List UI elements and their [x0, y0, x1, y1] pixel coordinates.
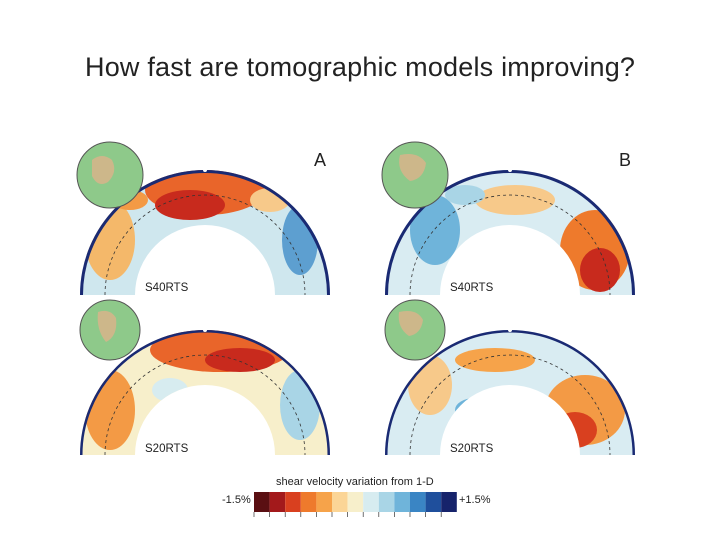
cross-section-figure	[76, 141, 330, 296]
cross-section-figure	[384, 299, 635, 456]
colorbar-swatch	[425, 492, 442, 512]
cross-section-figure	[79, 299, 330, 456]
colorbar-swatch	[394, 492, 410, 512]
colorbar-swatch	[316, 492, 332, 512]
tomography-panel-b-bottom: S20RTS	[375, 290, 645, 465]
colorbar-swatch	[254, 492, 270, 512]
colorbar-swatch	[269, 492, 286, 512]
model-label: S40RTS	[450, 282, 494, 294]
colorbar-swatch	[378, 492, 395, 512]
colorbar-swatch	[332, 492, 348, 512]
colorbar-title: shear velocity variation from 1-D	[276, 476, 434, 488]
colorbar-swatch	[363, 492, 379, 512]
colorbar-swatch	[285, 492, 301, 512]
panel-letter: B	[619, 150, 632, 170]
tomography-panel-a-bottom: S20RTS	[70, 290, 340, 465]
model-label: S20RTS	[450, 443, 494, 455]
panel-letter: A	[314, 150, 327, 170]
colorbar-swatch	[410, 492, 426, 512]
colorbar-swatch	[441, 492, 457, 512]
tomography-panel-a-top: A S40RTS	[70, 130, 340, 305]
model-label: S40RTS	[145, 282, 189, 294]
slide-title: How fast are tomographic models improvin…	[85, 52, 636, 82]
cross-section-figure	[381, 141, 635, 296]
colorbar-swatch	[347, 492, 364, 512]
colorbar-swatch	[300, 492, 317, 512]
colorbar-min-label: -1.5%	[222, 494, 251, 506]
model-label: S20RTS	[145, 443, 189, 455]
colorbar-max-label: +1.5%	[459, 494, 491, 506]
tomography-panel-b-top: B S40RTS	[375, 130, 645, 305]
